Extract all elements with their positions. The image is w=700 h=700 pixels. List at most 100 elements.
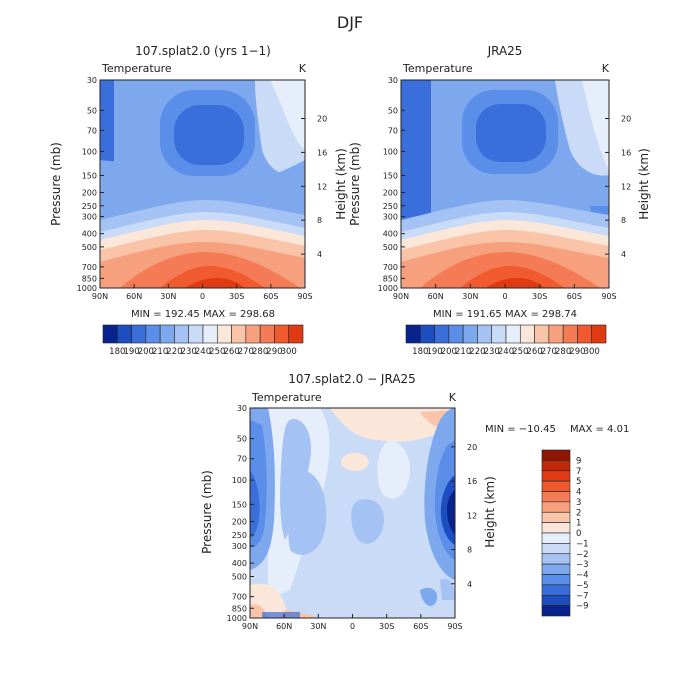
y-tick-label: 150 [232, 500, 247, 509]
right-tick-label: 20 [621, 115, 631, 124]
colorbar-swatch [288, 324, 304, 344]
colorbar-swatch [577, 324, 593, 344]
colorbar-swatch [541, 594, 571, 606]
colorbar-swatch [548, 324, 564, 344]
x-tick-label: 90S [601, 292, 616, 301]
x-tick-label: 30S [379, 622, 394, 631]
colorbar-label: 200 [138, 347, 154, 357]
colorbar-swatch [519, 324, 535, 344]
y-tick-label: 70 [237, 455, 247, 464]
temperature-field [401, 80, 609, 288]
colorbar-swatch [202, 324, 218, 344]
colorbar-swatch [491, 324, 507, 344]
colorbar-swatch [448, 324, 464, 344]
colorbar-label: 190 [426, 347, 442, 357]
y-tick-label: 200 [82, 189, 97, 198]
panel-reanalysis: JRA25 Temperature K Pressure (mb) Height… [348, 44, 651, 357]
colorbar-swatch [541, 563, 571, 575]
x-tick-label: 60N [126, 292, 142, 301]
colorbar-label: 210 [455, 347, 471, 357]
colorbar-label: 240 [195, 347, 211, 357]
y-tick-label: 700 [82, 263, 97, 272]
colorbar-label: 5 [576, 477, 581, 487]
colorbar-swatch [505, 324, 521, 344]
y-tick-label: 50 [87, 106, 97, 115]
panel-difference: 107.splat2.0 − JRA25 Temperature K [200, 372, 629, 631]
right-tick-label: 16 [621, 148, 631, 157]
panel-subtitle-right: K [299, 62, 307, 75]
panel-subtitle-right: K [602, 62, 610, 75]
y-tick-label: 150 [383, 171, 398, 180]
y-tick-label: 700 [232, 593, 247, 602]
x-tick-label: 30S [229, 292, 244, 301]
y-axis-label: Pressure (mb) [348, 142, 362, 226]
y-tick-label: 100 [383, 147, 398, 156]
y-tick-label: 850 [82, 274, 97, 283]
colorbar-swatch [145, 324, 161, 344]
colorbar-swatch [102, 324, 118, 344]
y-tick-label: 700 [383, 263, 398, 272]
colorbar-swatch [419, 324, 435, 344]
colorbar-swatch [541, 480, 571, 492]
colorbar-label: 260 [223, 347, 239, 357]
colorbar-swatch [274, 324, 290, 344]
x-tick-label: 30S [532, 292, 547, 301]
colorbar-label: 290 [569, 347, 585, 357]
colorbar-swatch [541, 491, 571, 503]
x-tick-label: 60N [276, 622, 292, 631]
right-tick-label: 12 [467, 511, 477, 520]
colorbar-label: 260 [526, 347, 542, 357]
colorbar-label: −2 [576, 550, 589, 560]
x-tick-label: 0 [502, 292, 507, 301]
colorbar-swatch [434, 324, 450, 344]
y-tick-label: 250 [383, 202, 398, 211]
y-tick-label: 1000 [227, 614, 247, 623]
y-tick-label: 30 [388, 76, 398, 85]
colorbar-label: −3 [576, 560, 589, 570]
y-tick-label: 70 [87, 126, 97, 135]
colorbar-swatch [541, 574, 571, 586]
colorbar-swatch [131, 324, 147, 344]
right-tick-label: 4 [621, 250, 626, 259]
y-tick-label: 300 [383, 213, 398, 222]
colorbar-label: 220 [469, 347, 485, 357]
y-tick-label: 300 [232, 542, 247, 551]
difference-field [250, 408, 455, 618]
panel-subtitle-left: Temperature [402, 62, 473, 75]
right-tick-label: 16 [317, 148, 327, 157]
y-tick-label: 70 [388, 126, 398, 135]
panel-subtitle-left: Temperature [101, 62, 172, 75]
y-tick-label: 400 [82, 230, 97, 239]
colorbar-label: 270 [541, 347, 557, 357]
colorbar-label: 0 [576, 529, 581, 539]
y-tick-label: 200 [383, 189, 398, 198]
colorbar-swatch [541, 470, 571, 482]
y-axis-label: Pressure (mb) [200, 470, 214, 554]
y-axis-right-label: Height (km) [334, 148, 348, 219]
colorbar-swatch [541, 449, 571, 461]
y-tick-label: 850 [383, 274, 398, 283]
right-tick-labels: 20 16 12 8 4 [605, 115, 631, 259]
colorbar-label: 300 [584, 347, 600, 357]
y-tick-label: 300 [82, 213, 97, 222]
colorbar-label: 4 [576, 488, 581, 498]
colorbar-swatch [541, 553, 571, 565]
min-stat: MIN = −10.45 [485, 424, 556, 435]
y-tick-label: 850 [232, 604, 247, 613]
right-tick-labels: 20 16 12 8 4 [451, 443, 477, 589]
colorbar-swatch [541, 605, 571, 617]
colorbar-label: 180 [109, 347, 125, 357]
colorbar-swatch [216, 324, 232, 344]
y-tick-label: 30 [87, 76, 97, 85]
y-axis-right-label: Height (km) [483, 476, 497, 547]
right-tick-label: 20 [317, 115, 327, 124]
colorbar-swatch [188, 324, 204, 344]
x-tick-label: 0 [350, 622, 355, 631]
colorbar-swatch [462, 324, 478, 344]
y-tick-label: 100 [232, 476, 247, 485]
right-tick-label: 4 [467, 580, 472, 589]
